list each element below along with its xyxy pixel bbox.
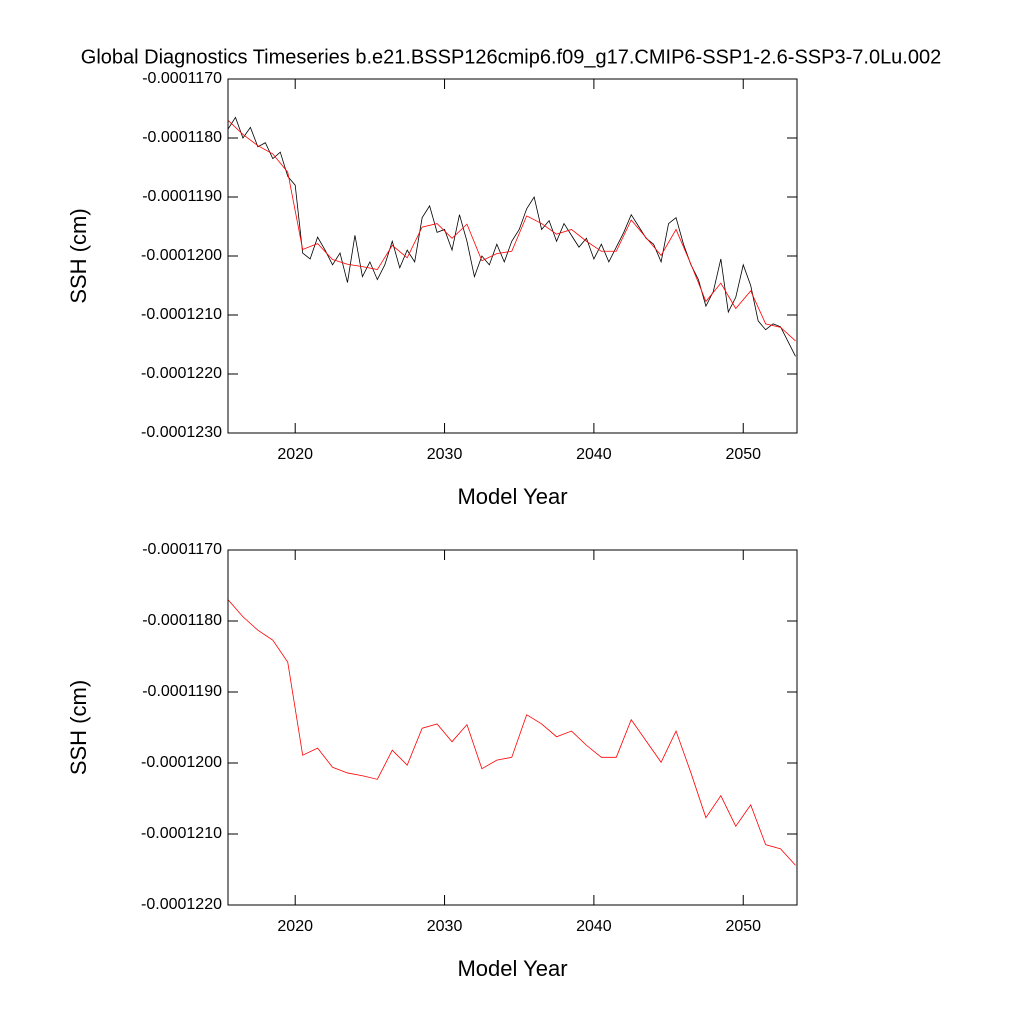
x-tick-label: 2040 [576, 446, 612, 463]
x-tick-label: 2020 [277, 918, 313, 935]
x-tick-label: 2030 [427, 918, 463, 935]
x-tick-label: 2020 [277, 446, 313, 463]
y-tick-label: -0.0001180 [142, 612, 222, 629]
y-tick-label: -0.0001170 [142, 70, 222, 87]
plot-frame [227, 549, 798, 906]
x-axis-label: Model Year [457, 484, 567, 509]
y-tick-label: -0.0001210 [141, 306, 222, 323]
data-line [228, 120, 796, 342]
y-tick-label: -0.0001190 [142, 683, 222, 700]
y-axis-label: SSH (cm) [66, 208, 91, 303]
y-tick-label: -0.0001210 [141, 825, 222, 842]
x-axis-label: Model Year [457, 956, 567, 981]
x-tick-label: 2050 [725, 446, 761, 463]
y-axis-label: SSH (cm) [66, 680, 91, 775]
y-tick-label: -0.0001200 [141, 247, 222, 264]
plot-frame [227, 78, 798, 434]
y-tick-label: -0.0001200 [141, 754, 222, 771]
y-tick-label: -0.0001220 [141, 896, 222, 913]
y-tick-label: -0.0001170 [142, 541, 222, 558]
y-tick-label: -0.0001180 [142, 129, 222, 146]
x-tick-label: 2050 [725, 918, 761, 935]
y-tick-label: -0.0001230 [141, 424, 222, 441]
y-tick-label: -0.0001220 [141, 365, 222, 382]
x-tick-label: 2030 [427, 446, 463, 463]
data-line [228, 599, 796, 866]
data-line [228, 116, 796, 357]
y-tick-label: -0.0001190 [142, 188, 222, 205]
x-tick-label: 2040 [576, 918, 612, 935]
chart-title: Global Diagnostics Timeseries b.e21.BSSP… [81, 46, 941, 68]
